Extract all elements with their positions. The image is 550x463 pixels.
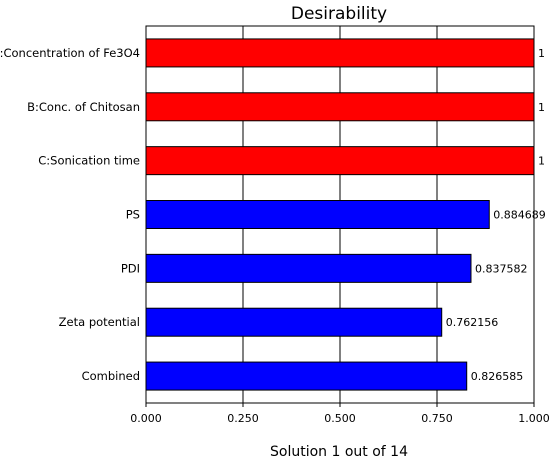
x-tick-label: 1.000 [518,412,550,425]
bar [145,361,468,391]
x-tick-label: 0.000 [130,412,162,425]
category-label: B:Conc. of Chitosan [27,100,140,114]
value-label: 1 [538,155,545,168]
category-label: A:Concentration of Fe3O4 [0,46,140,60]
x-axis-ticks: 0.000 0.250 0.500 0.750 1.000 [130,403,550,425]
value-label: 0.884689 [493,209,546,222]
x-tick-label: 0.500 [324,412,356,425]
value-labels: 1 1 1 0.884689 0.837582 0.762156 0.826585 [446,47,546,383]
value-label: 1 [538,47,545,60]
bar [145,38,535,68]
category-labels: A:Concentration of Fe3O4 B:Conc. of Chito… [0,46,140,383]
value-label: 0.762156 [446,316,499,329]
bar [145,200,490,229]
bar [145,146,535,176]
x-tick-label: 0.750 [421,412,453,425]
chart-title: Desirability [291,4,387,24]
x-tick-label: 0.250 [227,412,259,425]
value-label: 1 [538,101,545,114]
x-axis-label: Solution 1 out of 14 [270,444,408,460]
category-label: PS [126,208,140,222]
category-label: C:Sonication time [38,154,140,168]
value-label: 0.837582 [475,262,528,275]
category-label: PDI [121,261,140,275]
category-label: Combined [82,369,140,383]
category-label: Zeta potential [59,315,140,329]
bar [145,307,443,337]
bar [145,92,535,122]
value-label: 0.826585 [471,370,524,383]
bar [145,253,472,283]
